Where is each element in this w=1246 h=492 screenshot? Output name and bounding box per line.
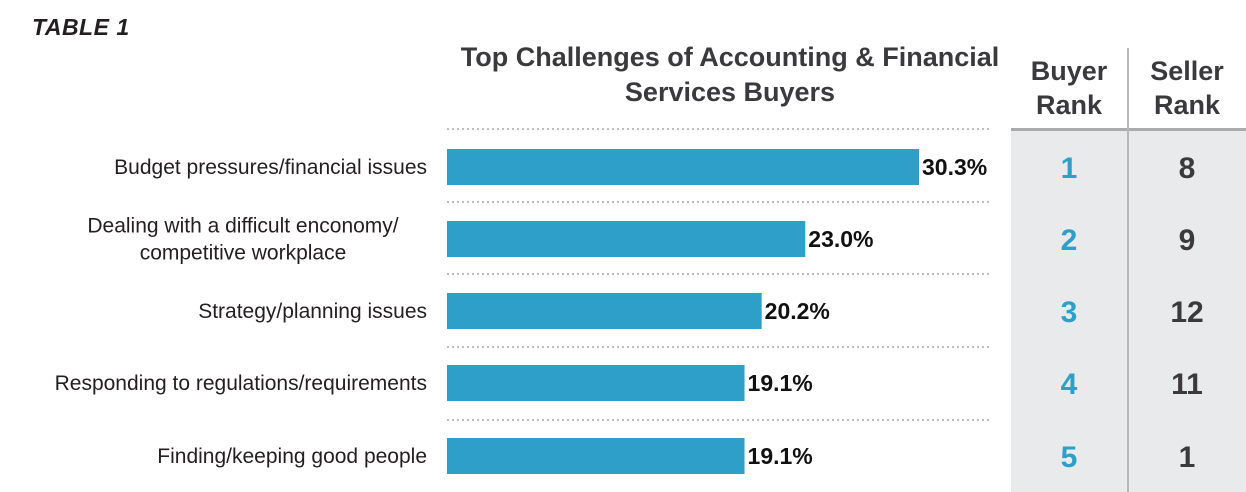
buyer-rank-header-line-2: Rank: [1035, 90, 1103, 120]
buyer-rank-value: 5: [1061, 441, 1078, 474]
value-label: 30.3%: [922, 154, 987, 180]
value-label: 23.0%: [808, 226, 873, 252]
chart-title-line-1: Top Challenges of Accounting & Financial: [460, 42, 1000, 72]
seller-rank-value: 11: [1171, 368, 1203, 401]
seller-rank-header: Seller Rank: [1129, 54, 1245, 122]
seller-rank-header-line-1: Seller: [1150, 56, 1224, 86]
bar: [447, 149, 919, 185]
buyer-rank-header: Buyer Rank: [1011, 54, 1127, 122]
category-label: Dealing with a difficult enconomy/compet…: [87, 215, 398, 265]
buyer-rank-value: 2: [1061, 224, 1078, 257]
bar: [447, 293, 762, 329]
bar: [447, 221, 806, 257]
rank-column-divider: [1127, 48, 1129, 492]
buyer-rank-value: 4: [1061, 368, 1078, 401]
buyer-rank-value: 3: [1061, 296, 1078, 329]
value-label: 19.1%: [748, 370, 813, 396]
seller-rank-value: 1: [1179, 441, 1196, 474]
value-label: 20.2%: [765, 298, 830, 324]
category-label: Finding/keeping good people: [157, 445, 427, 468]
category-label: Responding to regulations/requirements: [55, 372, 427, 395]
category-label: Budget pressures/financial issues: [114, 156, 427, 179]
chart-title: Top Challenges of Accounting & Financial…: [445, 40, 1015, 110]
buyer-rank-header-line-1: Buyer: [1030, 56, 1108, 86]
bar: [447, 438, 745, 474]
buyer-rank-value: 1: [1061, 152, 1078, 185]
seller-rank-header-line-2: Rank: [1153, 90, 1221, 120]
seller-rank-value: 9: [1179, 224, 1196, 257]
bar: [447, 365, 745, 401]
seller-rank-value: 8: [1179, 152, 1196, 185]
chart-title-line-2: Services Buyers: [624, 77, 836, 107]
category-label: Strategy/planning issues: [198, 300, 427, 323]
seller-rank-value: 12: [1170, 296, 1203, 329]
table-label: TABLE 1: [32, 14, 130, 40]
value-label: 19.1%: [748, 443, 813, 469]
